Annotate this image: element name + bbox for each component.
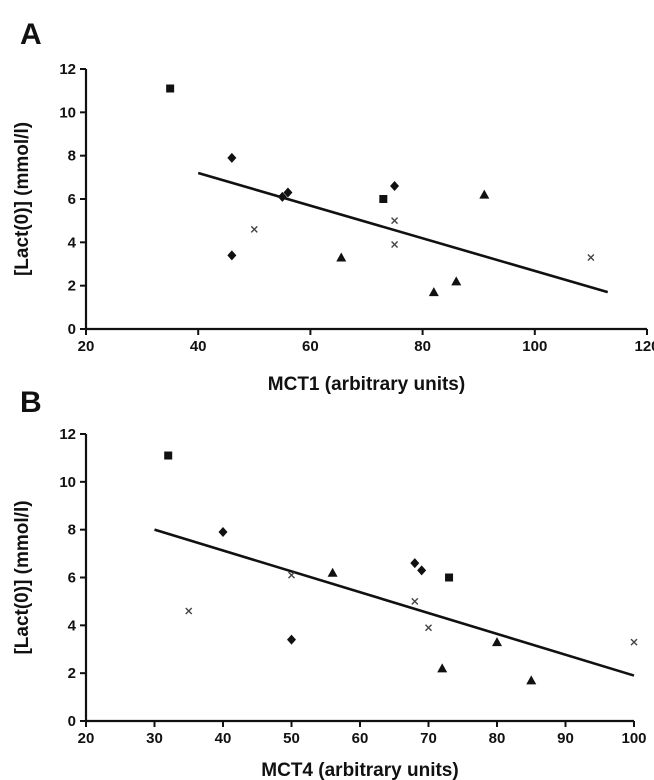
data-point-x <box>185 607 193 615</box>
data-point-diamond <box>287 634 296 645</box>
data-point-triangle <box>451 276 462 286</box>
trend-line <box>197 171 609 294</box>
x-tick-label: 40 <box>215 730 232 747</box>
y-tick-label: 8 <box>68 148 76 165</box>
data-point-triangle <box>479 189 490 199</box>
y-tick-label: 0 <box>68 321 76 338</box>
x-tick-label: 80 <box>489 730 506 747</box>
x-tick-label: 20 <box>78 730 95 747</box>
x-tick-label: 100 <box>621 730 646 747</box>
y-tick-label: 2 <box>68 665 76 682</box>
y-tick-label: 4 <box>68 234 77 251</box>
x-axis-title: MCT1 (arbitrary units) <box>268 374 465 395</box>
data-point-triangle <box>526 675 537 685</box>
y-tick-label: 12 <box>59 426 76 443</box>
data-point-diamond <box>218 527 228 538</box>
data-point-diamond <box>283 187 293 198</box>
x-tick-label: 30 <box>146 730 163 747</box>
data-point-triangle <box>327 567 338 577</box>
x-axis-title: MCT4 (arbitrary units) <box>261 760 458 780</box>
y-tick-label: 2 <box>68 278 76 295</box>
y-tick-label: 6 <box>68 191 76 208</box>
y-tick-label: 6 <box>68 570 76 587</box>
y-axis-title: [Lact(0)] (mmol/l) <box>12 500 33 654</box>
data-point-square <box>379 195 388 203</box>
panel-label: B <box>20 386 42 419</box>
y-axis-title: [Lact(0)] (mmol/l) <box>12 122 33 276</box>
data-point-triangle <box>437 663 448 673</box>
y-tick-label: 12 <box>59 61 76 78</box>
trend-line <box>154 528 635 677</box>
data-point-x <box>411 597 419 605</box>
data-point-x <box>250 225 258 233</box>
panel-a: A 0 2 4 6 8 10 12 20 40 60 80 100 120 MCT1 (arbitrary … <box>12 18 654 395</box>
data-point-triangle <box>428 287 439 297</box>
x-tick-label: 60 <box>352 730 369 747</box>
x-tick-label: 120 <box>634 338 654 355</box>
x-tick-label: 60 <box>302 338 319 355</box>
data-point-square <box>164 451 173 460</box>
x-tick-label: 100 <box>522 338 547 355</box>
y-tick-label: 0 <box>68 713 76 730</box>
data-point-x <box>391 241 399 248</box>
data-point-square <box>166 84 175 93</box>
data-point-diamond <box>390 181 400 191</box>
y-tick-label: 10 <box>59 474 76 491</box>
y-tick-label: 10 <box>59 104 76 121</box>
x-tick-label: 20 <box>78 338 95 355</box>
data-point-diamond <box>227 250 237 261</box>
data-point-diamond <box>277 191 287 202</box>
x-tick-label: 70 <box>420 730 437 747</box>
data-point-x <box>587 254 595 261</box>
data-point-x <box>391 217 399 225</box>
y-tick-label: 4 <box>68 617 77 634</box>
data-point-x <box>425 624 432 632</box>
x-tick-label: 40 <box>190 338 207 355</box>
data-point-x <box>288 571 295 579</box>
y-tick-label: 8 <box>68 522 76 539</box>
panel-b: B 0 2 4 6 8 10 12 20 30 40 50 60 70 80 90 100 MCT4 (arbit… <box>12 386 647 780</box>
data-point-diamond <box>410 558 420 569</box>
x-tick-label: 80 <box>414 338 431 355</box>
panel-label: A <box>20 18 42 51</box>
data-point-square <box>445 573 454 582</box>
data-point-triangle <box>336 252 347 262</box>
x-tick-label: 50 <box>283 730 300 747</box>
data-point-x <box>630 638 638 646</box>
data-point-diamond <box>227 152 237 163</box>
x-tick-label: 90 <box>557 730 574 747</box>
data-point-diamond <box>417 565 427 576</box>
data-point-triangle <box>492 637 502 647</box>
